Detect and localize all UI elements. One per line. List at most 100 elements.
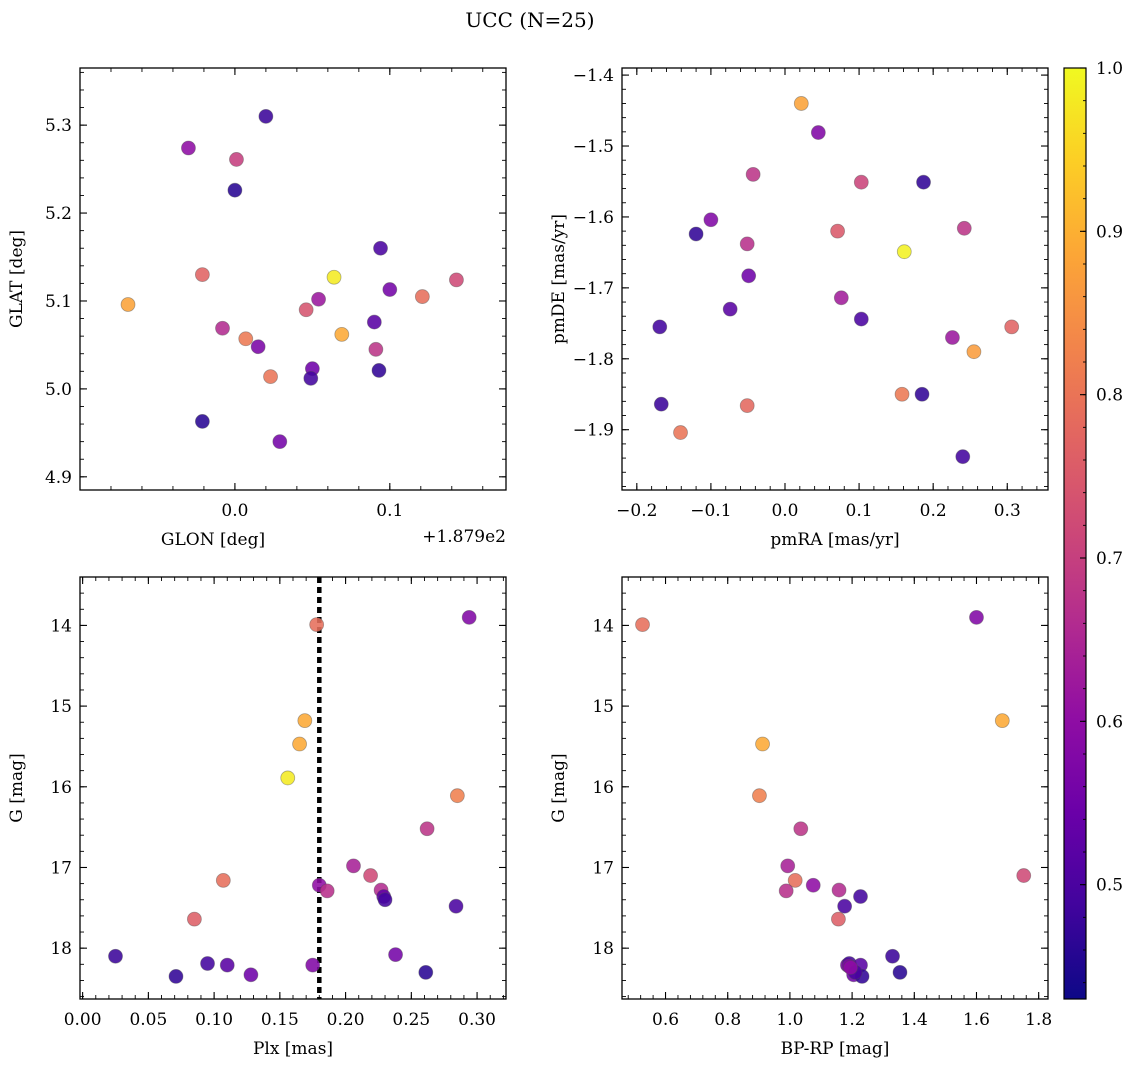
data-point — [853, 889, 868, 904]
data-point — [319, 883, 335, 899]
data-point — [755, 736, 770, 752]
data-point — [373, 240, 388, 256]
colorbar-tick-label: 0.5 — [1096, 876, 1123, 896]
y-tick-label: 18 — [50, 939, 72, 959]
data-point — [805, 877, 821, 893]
y-tick-label: 16 — [592, 778, 614, 798]
data-point — [418, 964, 434, 980]
data-point — [635, 617, 650, 633]
colorbar-tick-label: 0.8 — [1096, 386, 1123, 406]
data-point — [449, 788, 465, 804]
data-point — [108, 948, 123, 964]
colorbar-tick-label: 1.0 — [1096, 59, 1123, 79]
data-point — [966, 344, 982, 360]
data-point — [263, 369, 278, 384]
colorbar-tick-label: 0.6 — [1096, 712, 1123, 732]
data-point — [305, 957, 321, 973]
data-point — [168, 969, 184, 984]
data-point — [945, 330, 960, 345]
y-axis-label: pmDE [mas/yr] — [549, 214, 569, 344]
data-point — [830, 223, 845, 239]
y-tick-label: −1.7 — [573, 279, 614, 299]
x-tick-label: −0.1 — [690, 501, 731, 521]
y-axis-label: GLAT [deg] — [7, 230, 27, 328]
x-tick-label: 1.0 — [776, 1010, 803, 1030]
data-point — [215, 872, 231, 888]
x-tick-label: 0.1 — [376, 501, 403, 521]
data-point — [272, 434, 288, 450]
data-point — [382, 282, 398, 297]
y-tick-label: −1.6 — [573, 208, 614, 228]
y-tick-label: −1.8 — [573, 350, 614, 370]
data-point — [739, 236, 755, 252]
data-point — [896, 244, 912, 260]
plot-frame — [79, 576, 507, 1000]
sky-position-panel: 0.0 0.1 4.9 5.0 5.1 5.2 5.3 GLON [deg] GLAT [deg… — [7, 67, 507, 550]
x-tick-label: 0.6 — [652, 1010, 679, 1030]
data-point — [303, 370, 319, 386]
data-point — [371, 363, 387, 378]
data-point — [843, 960, 858, 975]
data-point — [326, 269, 342, 285]
data-point — [837, 898, 853, 914]
data-point — [292, 736, 307, 752]
data-point — [120, 297, 136, 312]
y-tick-label: −1.4 — [573, 66, 614, 86]
data-point — [833, 290, 849, 306]
data-point — [653, 396, 669, 412]
proper-motion-panel: −0.2 −0.1 0.0 0.1 0.2 0.3 −1.9 −1.8 −1.7 −1.6 −1.5… — [549, 66, 1049, 550]
data-point — [853, 311, 869, 327]
y-tick-label: 5.2 — [45, 204, 72, 224]
data-point — [186, 911, 202, 927]
data-point — [1016, 868, 1032, 883]
data-point — [229, 152, 244, 167]
colorbar-gradient — [1063, 67, 1087, 1000]
y-tick-label: −1.5 — [573, 137, 614, 157]
data-point — [956, 220, 972, 236]
data-point — [914, 386, 930, 402]
x-tick-label: 0.25 — [392, 1010, 430, 1030]
data-point — [334, 326, 350, 342]
x-axis-label: Plx [mas] — [253, 1039, 333, 1059]
data-point — [219, 957, 235, 973]
data-point — [377, 892, 393, 908]
data-point — [243, 967, 259, 983]
y-tick-label: 5.3 — [45, 116, 72, 136]
data-point — [831, 911, 846, 927]
x-tick-label: 0.3 — [994, 501, 1021, 521]
data-point — [414, 289, 430, 304]
y-tick-label: 14 — [50, 616, 72, 636]
data-point — [449, 272, 464, 288]
data-point — [388, 947, 403, 963]
x-tick-label: 1.6 — [963, 1010, 990, 1030]
data-point — [346, 858, 361, 874]
data-point — [194, 414, 210, 429]
figure-title: UCC (N=25) — [465, 8, 594, 32]
x-axis-label: pmRA [mas/yr] — [770, 530, 899, 550]
data-point — [793, 821, 809, 837]
data-point — [688, 226, 704, 242]
data-point — [916, 174, 931, 190]
x-tick-label: 0.20 — [327, 1010, 365, 1030]
colorbar-tick-label: 0.7 — [1096, 549, 1123, 569]
plot-frame — [79, 67, 507, 491]
y-tick-label: 5.0 — [45, 380, 72, 400]
x-tick-label: 0.2 — [920, 501, 947, 521]
data-point — [309, 617, 325, 633]
data-point — [885, 948, 900, 964]
data-point — [298, 302, 314, 318]
x-tick-label: 0.00 — [64, 1010, 102, 1030]
y-tick-label: 4.9 — [45, 468, 72, 488]
color-magnitude-panel: 0.6 0.8 1.0 1.2 1.4 1.6 1.8 14 15 16 17 18 BP-RP [ma… — [549, 576, 1052, 1059]
x-tick-label: 0.10 — [195, 1010, 233, 1030]
y-tick-label: 5.1 — [45, 292, 72, 312]
x-tick-label: 0.15 — [261, 1010, 299, 1030]
parallax-magnitude-panel: 0.00 0.05 0.10 0.15 0.20 0.25 0.30 14 15 16 17 18 Pl… — [7, 576, 507, 1059]
y-tick-label: 17 — [50, 858, 72, 878]
data-point — [448, 898, 464, 914]
y-axis-label: G [mag] — [549, 753, 569, 822]
x-tick-label: 1.2 — [839, 1010, 866, 1030]
x-tick-label: 1.8 — [1025, 1010, 1052, 1030]
x-tick-label: 0.1 — [846, 501, 873, 521]
data-point — [955, 449, 971, 465]
